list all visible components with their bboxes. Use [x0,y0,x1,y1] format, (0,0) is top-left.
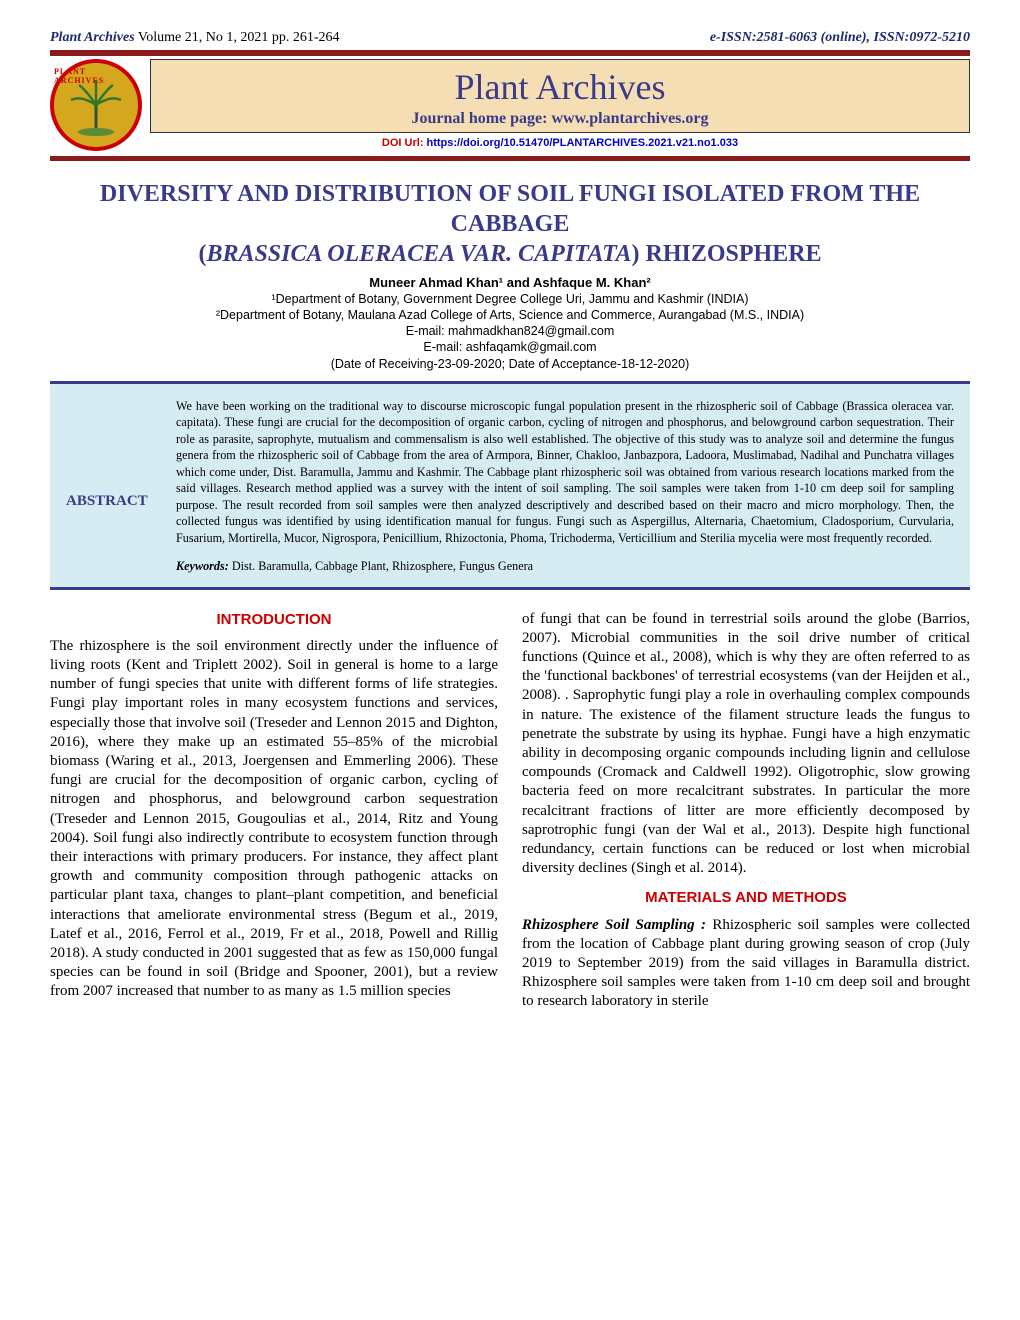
banner-box: Plant Archives Journal home page: www.pl… [150,59,970,133]
article-dates: (Date of Receiving-23-09-2020; Date of A… [50,357,970,371]
body-columns: INTRODUCTION The rhizosphere is the soil… [50,610,970,1012]
journal-logo: PLANT ARCHIVES [50,59,142,151]
vol-info: Volume 21, No 1, 2021 pp. 261-264 [135,30,340,45]
mm-subheading: Rhizosphere Soil Sampling : [522,917,712,933]
journal-banner: PLANT ARCHIVES Plant Archives Journal ho… [50,59,970,153]
abstract-label: ABSTRACT [66,398,176,510]
header-rule [50,50,970,56]
article-title: DIVERSITY AND DISTRIBUTION OF SOIL FUNGI… [50,179,970,269]
abstract-box: ABSTRACT We have been working on the tra… [50,381,970,590]
column-right: of fungi that can be found in terrestria… [522,610,970,1012]
doi-url: https://doi.org/10.51470/PLANTARCHIVES.2… [427,137,739,149]
issn: e-ISSN:2581-6063 (online), ISSN:0972-521… [710,30,970,46]
banner-subtitle: Journal home page: www.plantarchives.org [151,110,969,128]
affiliation-2: ²Department of Botany, Maulana Azad Coll… [50,308,970,322]
title-line1: DIVERSITY AND DISTRIBUTION OF SOIL FUNGI… [100,181,920,237]
email-2: E-mail: ashfaqamk@gmail.com [50,340,970,354]
doi-line: DOI Url: https://doi.org/10.51470/PLANTA… [150,133,970,153]
abstract-body: We have been working on the traditional … [176,398,954,575]
column-left: INTRODUCTION The rhizosphere is the soil… [50,610,498,1012]
banner-content: Plant Archives Journal home page: www.pl… [150,59,970,153]
keywords: Keywords: Dist. Baramulla, Cabbage Plant… [176,558,954,574]
authors: Muneer Ahmad Khan¹ and Ashfaque M. Khan² [50,275,970,290]
introduction-heading: INTRODUCTION [50,610,498,629]
affiliation-1: ¹Department of Botany, Government Degree… [50,292,970,306]
title-paren-close: ) RHIZOSPHERE [632,241,822,267]
page-header: Plant Archives Volume 21, No 1, 2021 pp.… [50,30,970,46]
materials-methods-heading: MATERIALS AND METHODS [522,888,970,907]
journal-name: Plant Archives [50,30,135,45]
abstract-text: We have been working on the traditional … [176,399,954,545]
journal-vol: Plant Archives Volume 21, No 1, 2021 pp.… [50,30,339,46]
intro-text-col2: of fungi that can be found in terrestria… [522,611,970,876]
email-1: E-mail: mahmadkhan824@gmail.com [50,324,970,338]
doi-label: DOI Url: [382,137,427,149]
banner-title: Plant Archives [151,66,969,108]
title-species: BRASSICA OLERACEA VAR. CAPITATA [206,241,631,267]
logo-text: PLANT ARCHIVES [54,67,138,85]
keywords-label: Keywords: [176,559,229,573]
intro-text-col1: The rhizosphere is the soil environment … [50,638,498,999]
banner-rule [50,156,970,161]
keywords-text: Dist. Baramulla, Cabbage Plant, Rhizosph… [229,559,533,573]
